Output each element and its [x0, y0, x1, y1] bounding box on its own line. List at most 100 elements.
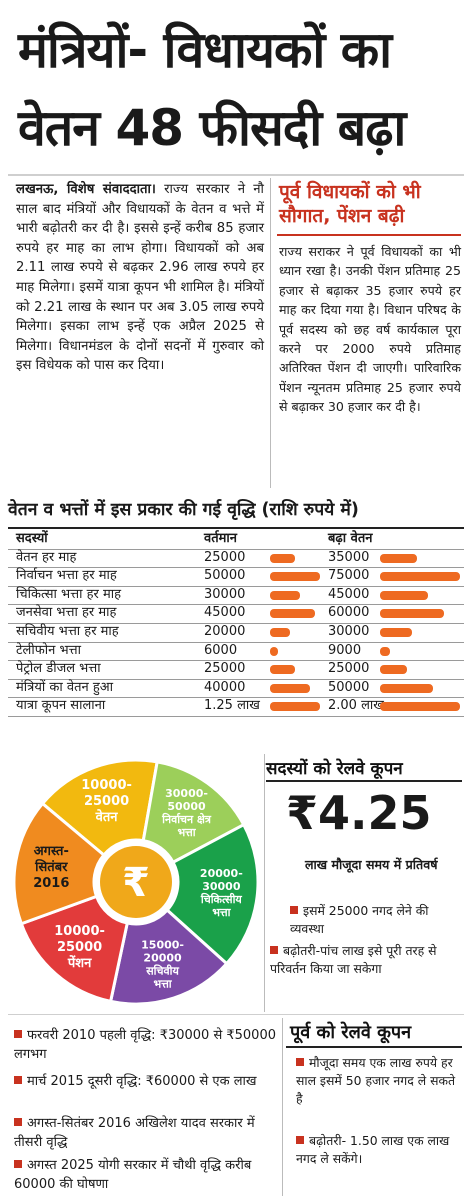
- current-bar: [270, 646, 278, 656]
- table-cell-member: जनसेवा भत्ता हर माह: [16, 605, 117, 621]
- bullet-square-icon: [14, 1118, 22, 1126]
- table-cell-increased: 9000: [328, 642, 362, 658]
- rail-bullet: इसमें 25000 नगद लेने की व्यवस्था: [290, 903, 429, 936]
- headline-line-1: मंत्रियों- विधायकों का: [18, 21, 392, 79]
- table-row: पेट्रोल डीजल भत्ता 25000 25000: [8, 660, 464, 680]
- table-cell-member: टेलीफोन भत्ता: [16, 642, 81, 658]
- headline-block: मंत्रियों- विधायकों का वेतन 48 फीसदी बढ़…: [0, 0, 471, 172]
- table-cell-increased: 35000: [328, 549, 370, 565]
- sidebar-rule: [277, 234, 461, 236]
- history-bullet: फरवरी 2010 पहली वृद्धि: ₹30000 से ₹50000…: [14, 1028, 276, 1062]
- table-cell-increased: 60000: [328, 605, 370, 621]
- allowance-wheel: 10000-25000 वेतन 30000-50000 निर्वाचन क्षेत…: [12, 758, 260, 1006]
- rail-bullet: बढ़ोतरी-पांच लाख इसे पूरी तरह से परिवर्त…: [270, 943, 437, 976]
- salary-table: सदस्यों वर्तमान बढ़ा वेतन वेतन हर माह 250…: [8, 530, 464, 720]
- history-bullet: अगस्त-सितंबर 2016 अखिलेश यादव सरकार में …: [14, 1116, 255, 1150]
- table-cell-member: यात्रा कूपन सालाना: [16, 698, 106, 714]
- wheel-segment-label: 15000-20000 सचिवीय भत्ता: [141, 938, 184, 990]
- table-cell-current: 25000: [204, 661, 246, 677]
- article-body: लखनऊ, विशेष संवाददाता। राज्य सरकार ने नौ…: [16, 180, 264, 376]
- table-cell-member: सचिवीय भत्ता हर माह: [16, 624, 119, 639]
- table-cell-current: 50000: [204, 568, 246, 584]
- article-dateline: लखनऊ, विशेष संवाददाता।: [16, 182, 156, 197]
- table-row: मंत्रियों का वेतन हुआ 40000 50000: [8, 679, 464, 699]
- table-cell-increased: 30000: [328, 624, 370, 639]
- table-title: वेतन व भत्तों में इस प्रकार की गई वृद्धि…: [8, 500, 359, 520]
- table-cell-current: 40000: [204, 679, 246, 695]
- table-row: टेलीफोन भत्ता 6000 9000: [8, 642, 464, 662]
- table-row: सचिवीय भत्ता हर माह 20000 30000: [8, 623, 464, 643]
- table-row: यात्रा कूपन सालाना 1.25 लाख 2.00 लाख: [8, 697, 464, 717]
- headline-divider: [8, 174, 464, 176]
- table-cell-current: 20000: [204, 624, 246, 639]
- increased-bar: [380, 702, 460, 712]
- wheel-segment-label: 10000-25000 वेतन: [81, 778, 132, 825]
- current-bar: [270, 553, 295, 563]
- history-bullet: मार्च 2015 दूसरी वृद्धि: ₹60000 से एक ला…: [14, 1072, 276, 1091]
- bullet-square-icon: [14, 1076, 22, 1084]
- table-cell-increased: 50000: [328, 679, 370, 695]
- rail-coupon-title: सदस्यों को रेलवे कूपन: [266, 759, 403, 779]
- table-cell-member: मंत्रियों का वेतन हुआ: [16, 679, 114, 695]
- bullet-square-icon: [290, 906, 298, 914]
- former-rail-title: पूर्व को रेलवे कूपन: [290, 1022, 412, 1043]
- table-cell-current: 1.25 लाख: [204, 698, 260, 714]
- current-bar: [270, 590, 300, 600]
- column-divider: [282, 1018, 283, 1196]
- table-cell-current: 30000: [204, 586, 246, 602]
- wheel-segment-label: 20000-30000 चिकित्सीय भत्ता: [200, 867, 243, 919]
- increased-bar: [380, 609, 444, 619]
- rail-coupon-amount-sub: लाख मौजूदा समय में प्रतिवर्ष: [305, 857, 438, 872]
- increased-bar: [380, 646, 390, 656]
- bullet-square-icon: [14, 1030, 22, 1038]
- increased-bar: [380, 572, 460, 582]
- article-text: राज्य सरकार ने नौ साल बाद मंत्रियों और व…: [16, 182, 264, 374]
- increased-bar: [380, 665, 407, 675]
- table-cell-member: पेट्रोल डीजल भत्ता: [16, 661, 101, 677]
- table-cell-current: 6000: [204, 642, 238, 658]
- table-cell-current: 45000: [204, 605, 246, 621]
- table-row: निर्वाचन भत्ता हर माह 50000 75000: [8, 567, 464, 587]
- table-row: वेतन हर माह 25000 35000: [8, 549, 464, 569]
- bullet-square-icon: [296, 1136, 304, 1144]
- bullet-square-icon: [14, 1160, 22, 1168]
- headline-line-2: वेतन 48 फीसदी बढ़ा: [18, 99, 406, 157]
- rupee-center-icon: [100, 846, 172, 918]
- table-cell-increased: 45000: [328, 586, 370, 602]
- column-divider: [264, 754, 265, 1012]
- increased-bar: [380, 553, 418, 563]
- table-cell-member: चिकित्सा भत्ता हर माह: [16, 586, 121, 602]
- former-rail-bullet: बढ़ोतरी- 1.50 लाख एक लाख नगद ले सकेंगे।: [296, 1133, 450, 1166]
- rupee-symbol: ₹: [122, 860, 150, 906]
- current-bar: [270, 609, 315, 619]
- increased-bar: [380, 683, 434, 693]
- table-cell-member: निर्वाचन भत्ता हर माह: [16, 568, 117, 584]
- table-rule: [8, 527, 464, 529]
- sidebar-body: राज्य सराकर ने पूर्व विधायकों का भी ध्या…: [279, 244, 461, 415]
- table-cell-increased: 25000: [328, 661, 370, 677]
- wheel-segment-label: 30000-50000 निर्वाचन क्षेत्र भत्ता: [161, 787, 212, 839]
- table-cell-increased: 75000: [328, 568, 370, 584]
- current-bar: [270, 665, 295, 675]
- section-divider: [8, 1014, 464, 1015]
- wheel-segment-label: अगस्त-सितंबर 2016: [33, 844, 69, 891]
- table-header-increased: बढ़ा वेतन: [328, 531, 373, 546]
- sidebar-title: पूर्व विधायकों को भी सौगात, पेंशन बढ़ी: [279, 181, 421, 227]
- current-bar: [270, 702, 320, 712]
- table-cell-member: वेतन हर माह: [16, 549, 77, 565]
- current-bar: [270, 628, 290, 637]
- former-rail-rule: [286, 1046, 462, 1048]
- increased-bar: [380, 628, 412, 637]
- table-cell-increased: 2.00 लाख: [328, 698, 384, 714]
- former-rail-bullet: मौजूदा समय एक लाख रुपये हर साल इसमें 50 …: [296, 1055, 456, 1106]
- history-bullet: अगस्त 2025 योगी सरकार में चौथी वृद्धि कर…: [14, 1158, 252, 1192]
- current-bar: [270, 683, 310, 693]
- wheel-segment-label: 10000-25000 पेंशन: [54, 924, 105, 971]
- former-mla-sidebar: पूर्व विधायकों को भी सौगात, पेंशन बढ़ी र…: [270, 178, 461, 488]
- table-cell-current: 25000: [204, 549, 246, 565]
- bullet-square-icon: [270, 946, 278, 954]
- increased-bar: [380, 590, 428, 600]
- rail-coupon-rule: [266, 780, 462, 782]
- table-header-current: वर्तमान: [204, 531, 237, 546]
- table-header-row: सदस्यों वर्तमान बढ़ा वेतन: [8, 530, 464, 550]
